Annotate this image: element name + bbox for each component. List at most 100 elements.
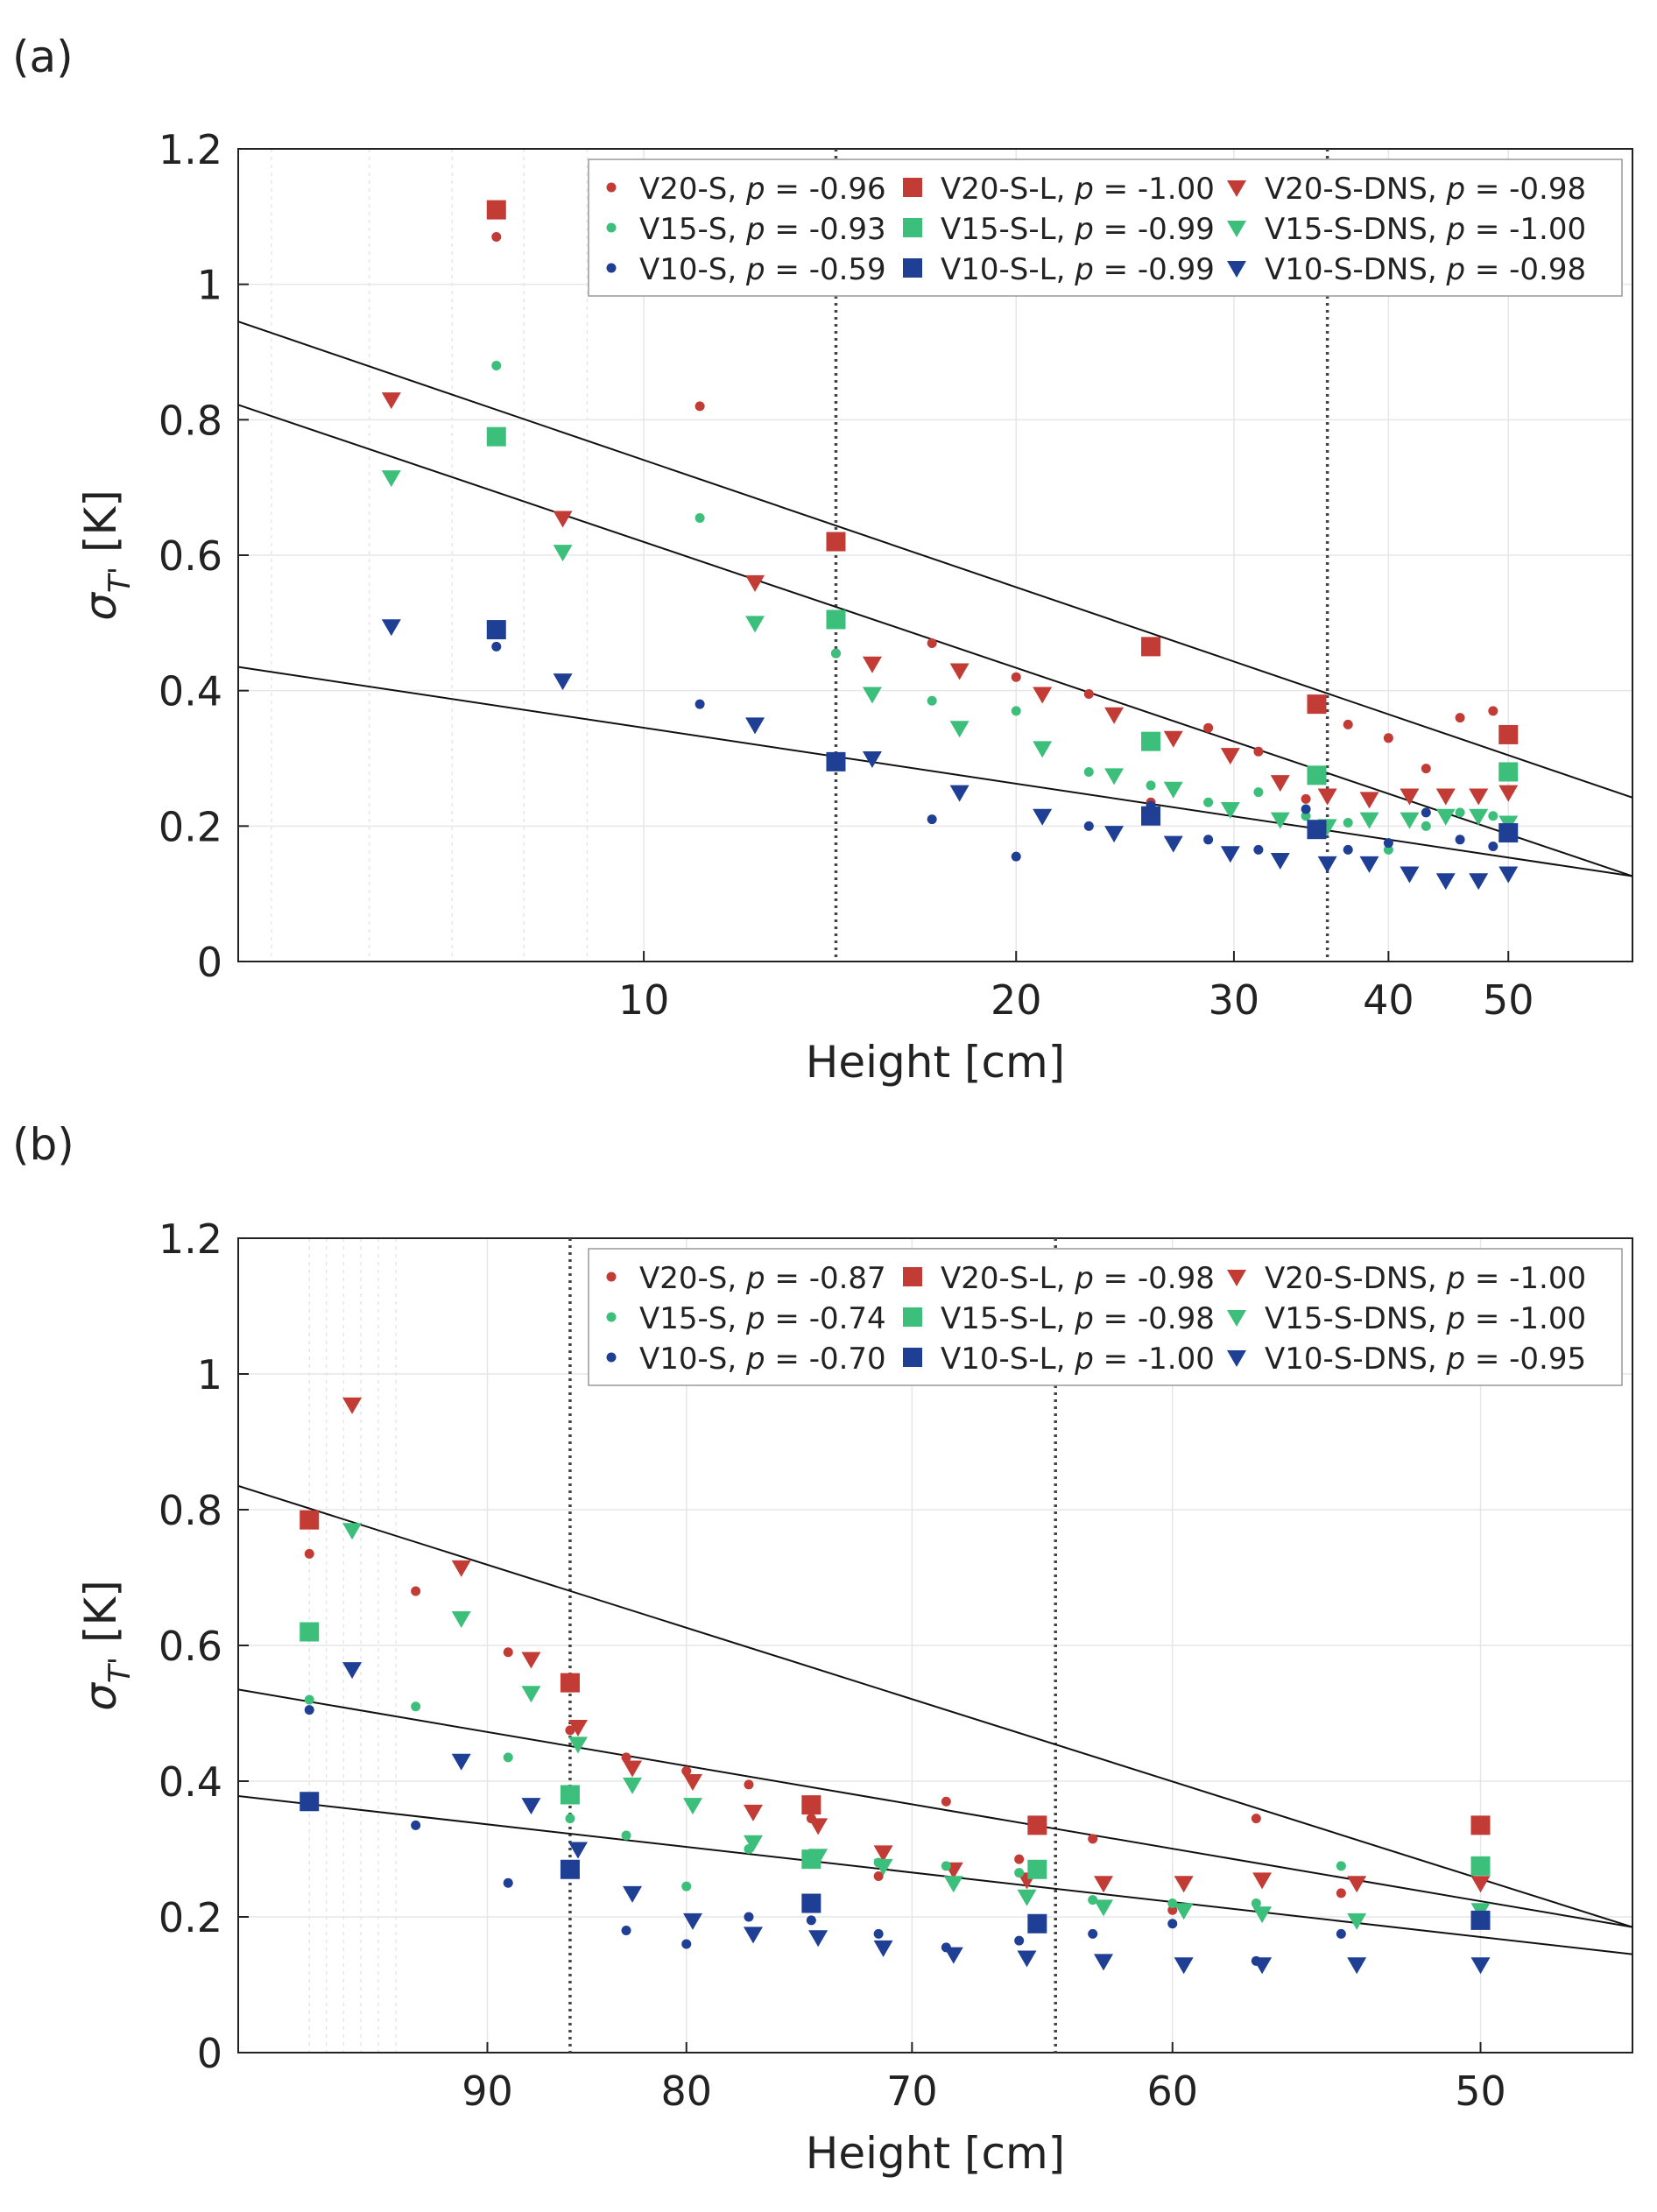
- point-V15-S-DNS: [682, 1798, 702, 1815]
- legend-p-value: = -0.98: [1094, 1301, 1215, 1336]
- legend-p-symbol: p: [1445, 212, 1465, 247]
- point-V20-S: [304, 1548, 314, 1559]
- legend-series-name: V10-S-L,: [941, 252, 1075, 287]
- legend-series-name: V10-S,: [639, 252, 746, 287]
- point-V15-S: [927, 695, 937, 706]
- legend-p-value: = -0.87: [765, 1261, 886, 1296]
- point-V20-S-DNS: [1270, 775, 1290, 793]
- point-V20-S: [941, 1796, 951, 1807]
- point-V10-S: [1336, 1928, 1346, 1939]
- point-V15-S-L: [560, 1785, 580, 1805]
- legend-marker: [903, 1307, 922, 1327]
- x-tick-label: 40: [1363, 976, 1414, 1024]
- point-V20-S: [1383, 733, 1393, 743]
- point-V10-S-DNS: [949, 785, 970, 802]
- point-V10-S-DNS: [1017, 1950, 1037, 1968]
- point-V20-S: [1083, 689, 1094, 700]
- point-V20-S-DNS: [1252, 1872, 1273, 1890]
- point-V15-S-DNS: [1220, 802, 1240, 819]
- point-V15-S-DNS: [342, 1523, 363, 1540]
- point-V15-S-L: [1498, 762, 1519, 782]
- point-V10-S-DNS: [342, 1662, 363, 1680]
- legend-series-name: V20-S,: [639, 172, 746, 207]
- y-tick-label: 0: [197, 939, 222, 986]
- legend-series-name: V20-S,: [639, 1261, 746, 1296]
- point-V20-S: [1343, 719, 1353, 729]
- point-V10-S-DNS: [1093, 1954, 1113, 1971]
- x-axis-label: Height [cm]: [806, 1037, 1065, 1088]
- point-V15-S: [1146, 780, 1156, 791]
- legend-p-symbol: p: [1445, 1301, 1465, 1336]
- point-V15-S-DNS: [743, 1835, 763, 1852]
- point-V20-S-L: [486, 200, 506, 220]
- x-tick-label: 60: [1146, 2068, 1198, 2115]
- legend-entry: V15-S-L, p = -0.98: [941, 1301, 1215, 1336]
- point-V20-S-DNS: [342, 1397, 363, 1414]
- panel-label: (a): [12, 32, 74, 82]
- legend-p-symbol: p: [1445, 252, 1465, 287]
- legend-marker: [1227, 221, 1246, 237]
- point-V20-S: [695, 401, 705, 412]
- point-V15-S: [1343, 817, 1353, 828]
- point-V10-S: [1014, 1935, 1025, 1946]
- point-V10-S: [1203, 835, 1214, 845]
- point-V10-S: [744, 1912, 754, 1922]
- legend-p-value: = -1.00: [1465, 212, 1586, 247]
- legend-entry: V20-S-L, p = -0.98: [941, 1261, 1215, 1296]
- point-V10-S-DNS: [623, 1885, 643, 1903]
- point-V10-S: [411, 1820, 421, 1830]
- x-tick-label: 50: [1483, 976, 1534, 1024]
- legend-p-symbol: p: [1074, 1301, 1094, 1336]
- data-layer: [238, 200, 1632, 891]
- legend-series-name: V20-S-DNS,: [1265, 1261, 1446, 1296]
- point-V15-S-DNS: [949, 721, 970, 738]
- y-axis-subscript: T': [102, 1657, 137, 1683]
- point-V10-S: [1383, 838, 1393, 849]
- point-V20-S: [1336, 1888, 1346, 1899]
- point-V20-S: [681, 1765, 692, 1776]
- point-V20-S-DNS: [451, 1560, 471, 1577]
- point-V10-S: [695, 699, 705, 709]
- point-V20-S-DNS: [1400, 788, 1420, 806]
- point-V15-S: [491, 360, 502, 370]
- point-V10-S: [873, 1928, 884, 1939]
- point-V15-S-DNS: [862, 687, 882, 704]
- point-V20-S-DNS: [1163, 730, 1183, 748]
- fit-line: [238, 1795, 1632, 1955]
- point-V10-S-DNS: [521, 1798, 541, 1815]
- point-V15-S: [1383, 844, 1393, 855]
- legend-series-name: V10-S-L,: [941, 1342, 1075, 1377]
- legend-p-symbol: p: [1074, 252, 1094, 287]
- point-V15-S-L: [1141, 731, 1161, 751]
- legend-p-value: = -0.98: [1465, 252, 1586, 287]
- legend-marker: [1227, 1350, 1246, 1367]
- point-V15-S-DNS: [1347, 1913, 1367, 1930]
- point-V20-S: [1253, 746, 1264, 757]
- point-V20-S-L: [1141, 637, 1161, 657]
- point-V10-S-DNS: [873, 1940, 893, 1957]
- point-V20-S-DNS: [862, 656, 882, 673]
- point-V10-S-DNS: [1359, 856, 1379, 873]
- legend-marker: [606, 182, 617, 193]
- legend-entry: V15-S-DNS, p = -1.00: [1265, 212, 1586, 247]
- legend-p-symbol: p: [1074, 1261, 1094, 1296]
- panel-a: (a) 0 0.2 0.4 0.6 0.8 1 1.2 10 20 30 40 50 Height [cm…: [12, 32, 1633, 1088]
- legend-marker: [606, 1272, 617, 1282]
- legend-p-symbol: p: [745, 252, 765, 287]
- legend-p-value: = -1.00: [1465, 1261, 1586, 1296]
- point-V10-S-L: [560, 1859, 580, 1879]
- point-V15-S: [1455, 807, 1465, 818]
- point-V10-S-DNS: [1033, 808, 1053, 826]
- point-V15-S-L: [1027, 1859, 1047, 1879]
- point-V20-S-L: [1307, 694, 1327, 715]
- point-V15-S-DNS: [568, 1736, 588, 1754]
- fit-line: [238, 321, 1632, 799]
- point-V20-S-DNS: [1174, 1876, 1194, 1893]
- legend-entry: V20-S, p = -0.87: [639, 1261, 886, 1296]
- point-V10-S: [1301, 804, 1311, 814]
- panel-b: (b) 0 0.2 0.4 0.6 0.8 1 1.2 90 80 70 60 50 Height [cm…: [12, 1119, 1633, 2179]
- y-tick-label: 0.2: [159, 803, 222, 850]
- legend-p-symbol: p: [1074, 172, 1094, 207]
- legend-marker: [903, 218, 922, 237]
- point-V20-S: [1301, 793, 1311, 804]
